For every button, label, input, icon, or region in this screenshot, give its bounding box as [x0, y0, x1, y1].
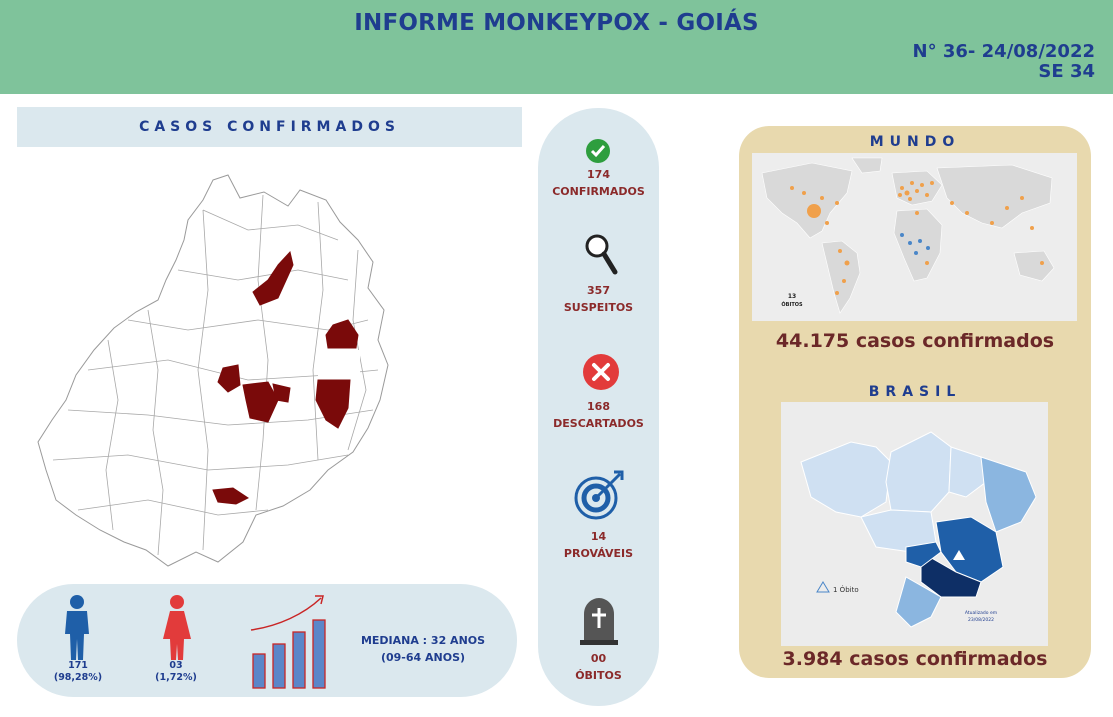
page-title: INFORME MONKEYPOX - GOIÁS	[354, 10, 759, 36]
region-highlight-center-2	[242, 381, 279, 423]
world-map: 13 ÓBITOS	[752, 153, 1077, 321]
brasil-legend: 1 Óbito	[833, 585, 859, 594]
magnifier-icon	[585, 234, 618, 275]
tombstone-icon	[580, 598, 618, 645]
female-icon	[163, 595, 191, 660]
stat-discarded: 168 DESCARTADOS	[553, 400, 644, 430]
region-highlight-east	[325, 319, 359, 349]
age-median: MEDIANA : 32 ANOS (09-64 ANOS)	[360, 634, 486, 664]
edition-number: N° 36- 24/08/2022	[912, 41, 1095, 62]
edition-info: N° 36- 24/08/2022 SE 34	[913, 42, 1095, 82]
brasil-map: 1 Óbito Atualizado em 23/08/2022	[781, 402, 1048, 646]
casos-title-bar: CASOS CONFIRMADOS	[17, 107, 522, 147]
world-deaths-count: 13	[788, 293, 796, 300]
stat-confirmed: 174 CONFIRMADOS	[552, 168, 645, 198]
goias-map	[37, 174, 389, 567]
x-icon	[583, 354, 619, 390]
world-count: 44.175 casos confirmados	[775, 330, 1055, 352]
region-highlight-north	[252, 250, 294, 306]
brasil-title: BRASIL	[868, 384, 962, 400]
target-icon	[574, 470, 624, 520]
brasil-count: 3.984 casos confirmados	[782, 648, 1048, 670]
world-brasil-panel: MUNDO 13 ÓBITOS 44.	[739, 126, 1091, 678]
age-bars-icon	[250, 595, 326, 689]
casos-title: CASOS CONFIRMADOS	[139, 119, 400, 135]
brasil-updated-2: 23/08/2022	[968, 617, 994, 623]
stat-probable: 14 PROVÁVEIS	[563, 530, 634, 560]
demographics-panel: 171 (98,28%) 03 (1,72%) MEDIANA : 32 ANO…	[17, 584, 517, 697]
stat-suspected: 357 SUSPEITOS	[563, 284, 634, 314]
female-stat: 03 (1,72%)	[155, 660, 197, 683]
male-stat: 171 (98,28%)	[53, 660, 103, 683]
check-icon	[586, 139, 610, 163]
stats-panel: 174 CONFIRMADOS 357 SUSPEITOS 168 DESCAR…	[538, 108, 659, 706]
epi-week: SE 34	[1038, 61, 1095, 82]
region-highlight-south	[212, 487, 249, 505]
world-deaths-label: ÓBITOS	[781, 301, 803, 308]
male-icon	[65, 595, 89, 660]
brasil-updated-1: Atualizado em	[965, 610, 997, 616]
goias-outline	[37, 174, 389, 567]
stat-deaths: 00 ÓBITOS	[575, 652, 622, 682]
region-highlight-east-2	[315, 379, 351, 429]
region-highlight-center-3	[272, 383, 291, 403]
header-banner: INFORME MONKEYPOX - GOIÁS N° 36- 24/08/2…	[0, 0, 1113, 94]
world-title: MUNDO	[869, 134, 961, 150]
region-highlight-center-1	[217, 364, 241, 393]
